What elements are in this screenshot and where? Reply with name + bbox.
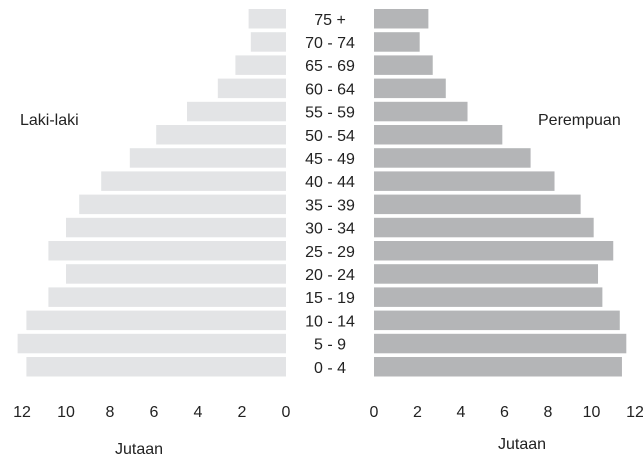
male-bar xyxy=(235,55,286,75)
right-x-tick-label: 0 xyxy=(370,404,379,421)
left-axis-unit-label: Jutaan xyxy=(115,441,164,458)
female-bar xyxy=(374,55,433,75)
female-bar xyxy=(374,78,446,99)
female-bar xyxy=(374,333,627,354)
left-x-tick-label: 8 xyxy=(106,404,115,421)
male-bar xyxy=(66,264,286,284)
male-bar xyxy=(48,241,287,261)
age-group-label: 10 - 14 xyxy=(305,313,355,330)
age-group-label: 60 - 64 xyxy=(305,81,355,98)
age-group-label: 55 - 59 xyxy=(305,105,355,122)
male-bar xyxy=(248,9,286,29)
male-bar xyxy=(26,310,287,331)
male-bar xyxy=(129,148,286,168)
age-group-label: 45 - 49 xyxy=(305,151,355,168)
female-bar xyxy=(374,9,429,29)
male-bar xyxy=(26,357,287,377)
age-group-label: 50 - 54 xyxy=(305,128,355,145)
left-x-tick-label: 12 xyxy=(13,404,31,421)
age-group-label: 40 - 44 xyxy=(305,174,355,191)
age-group-label: 70 - 74 xyxy=(305,35,355,52)
male-bar xyxy=(66,217,286,238)
left-x-tick-label: 4 xyxy=(194,404,203,421)
female-bar xyxy=(374,125,503,145)
male-bar xyxy=(156,125,286,145)
female-bar xyxy=(374,148,531,168)
age-group-label: 65 - 69 xyxy=(305,58,355,75)
age-group-label: 25 - 29 xyxy=(305,244,355,261)
female-bar xyxy=(374,217,594,238)
age-group-label: 35 - 39 xyxy=(305,197,355,214)
right-x-tick-label: 10 xyxy=(583,404,601,421)
male-bar xyxy=(17,333,286,354)
female-bar xyxy=(374,32,420,52)
right-x-tick-label: 6 xyxy=(500,404,509,421)
right-x-tick-label: 8 xyxy=(544,404,553,421)
age-group-label: 5 - 9 xyxy=(314,337,346,354)
age-group-label: 0 - 4 xyxy=(314,360,346,377)
female-bar xyxy=(374,101,468,122)
age-group-label: 15 - 19 xyxy=(305,290,355,307)
right-axis-unit-label: Jutaan xyxy=(498,436,547,453)
right-x-tick-label: 2 xyxy=(413,404,422,421)
male-bar xyxy=(187,101,286,122)
female-bar xyxy=(374,264,599,284)
male-series-label: Laki-laki xyxy=(20,112,79,129)
male-bar xyxy=(250,32,286,52)
male-bar xyxy=(48,287,287,307)
female-bar xyxy=(374,310,620,331)
left-x-tick-label: 0 xyxy=(282,404,291,421)
left-x-tick-label: 6 xyxy=(150,404,159,421)
female-series-label: Perempuan xyxy=(538,112,621,129)
female-bar xyxy=(374,171,555,191)
right-x-tick-label: 12 xyxy=(626,404,643,421)
male-bar xyxy=(79,194,286,215)
female-bar xyxy=(374,357,622,377)
female-bar xyxy=(374,194,581,215)
female-bar xyxy=(374,287,603,307)
age-group-label: 75 + xyxy=(314,12,346,29)
male-bar xyxy=(217,78,286,99)
male-bar xyxy=(101,171,286,191)
female-bar xyxy=(374,241,614,261)
age-group-label: 30 - 34 xyxy=(305,221,355,238)
left-x-tick-label: 2 xyxy=(238,404,247,421)
age-group-label: 20 - 24 xyxy=(305,267,355,284)
right-x-tick-label: 4 xyxy=(457,404,466,421)
left-x-tick-label: 10 xyxy=(57,404,75,421)
